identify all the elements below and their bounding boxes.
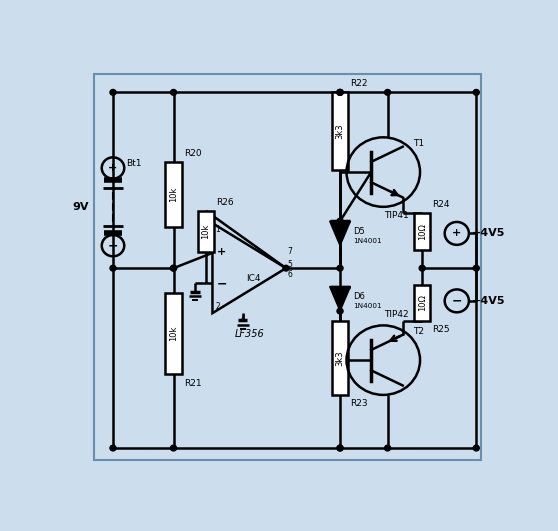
Text: 4: 4: [240, 314, 245, 323]
Circle shape: [171, 90, 176, 95]
Circle shape: [337, 218, 343, 224]
Text: 1N4001: 1N4001: [353, 303, 382, 309]
Text: 9V: 9V: [73, 202, 89, 212]
Text: +: +: [218, 247, 227, 257]
Text: 3: 3: [206, 249, 211, 258]
Text: 10Ω: 10Ω: [418, 295, 427, 311]
Text: R25: R25: [432, 326, 450, 335]
FancyBboxPatch shape: [414, 213, 430, 250]
Text: 10k: 10k: [201, 224, 210, 239]
Text: LF356: LF356: [234, 329, 264, 339]
FancyBboxPatch shape: [94, 74, 480, 460]
Text: −: −: [451, 294, 462, 307]
Circle shape: [337, 266, 343, 271]
Text: R26: R26: [217, 198, 234, 207]
Circle shape: [337, 445, 343, 451]
Text: T2: T2: [413, 327, 425, 336]
Text: R23: R23: [350, 399, 368, 408]
Text: −4V5: −4V5: [472, 296, 506, 306]
Polygon shape: [330, 287, 350, 311]
Text: 1: 1: [215, 225, 220, 234]
Text: 6: 6: [288, 270, 292, 279]
Text: Bt1: Bt1: [126, 159, 142, 168]
Text: 3k3: 3k3: [335, 123, 344, 139]
Circle shape: [110, 90, 116, 95]
Circle shape: [384, 445, 391, 451]
Circle shape: [337, 90, 343, 95]
Text: TIP42: TIP42: [384, 310, 408, 319]
Text: T1: T1: [413, 139, 425, 148]
Text: R20: R20: [184, 149, 201, 158]
Text: −: −: [108, 239, 118, 252]
Circle shape: [473, 445, 479, 451]
Circle shape: [337, 445, 343, 451]
Text: IC4: IC4: [246, 274, 261, 283]
Text: 1N4001: 1N4001: [353, 238, 382, 244]
Text: +4V5: +4V5: [472, 228, 506, 238]
FancyBboxPatch shape: [165, 162, 182, 227]
Circle shape: [171, 266, 176, 271]
Text: D6: D6: [353, 292, 365, 301]
FancyBboxPatch shape: [198, 211, 214, 252]
Text: 10k: 10k: [169, 326, 178, 341]
Text: +: +: [452, 228, 461, 238]
Text: R24: R24: [432, 200, 450, 209]
Text: 5: 5: [288, 260, 292, 269]
FancyBboxPatch shape: [332, 92, 348, 170]
FancyBboxPatch shape: [332, 321, 348, 395]
Circle shape: [473, 90, 479, 95]
Circle shape: [171, 266, 176, 271]
Text: 10k: 10k: [169, 187, 178, 202]
FancyBboxPatch shape: [414, 285, 430, 321]
Circle shape: [337, 308, 343, 314]
Text: 3k3: 3k3: [335, 350, 344, 366]
Text: TIP41: TIP41: [384, 211, 408, 220]
Text: R22: R22: [350, 79, 368, 88]
Text: 2: 2: [215, 302, 220, 311]
Circle shape: [283, 266, 289, 271]
Circle shape: [337, 90, 343, 95]
Circle shape: [110, 266, 116, 271]
Text: 10Ω: 10Ω: [418, 223, 427, 240]
Circle shape: [337, 90, 343, 95]
Circle shape: [110, 445, 116, 451]
Text: D5: D5: [353, 227, 365, 236]
Text: −: −: [217, 278, 227, 291]
Circle shape: [171, 445, 176, 451]
Circle shape: [384, 90, 391, 95]
Circle shape: [473, 266, 479, 271]
Text: +: +: [108, 163, 118, 173]
FancyBboxPatch shape: [165, 293, 182, 374]
Polygon shape: [330, 221, 350, 246]
Text: R21: R21: [184, 379, 201, 388]
Text: 7: 7: [288, 247, 292, 256]
Circle shape: [419, 266, 425, 271]
